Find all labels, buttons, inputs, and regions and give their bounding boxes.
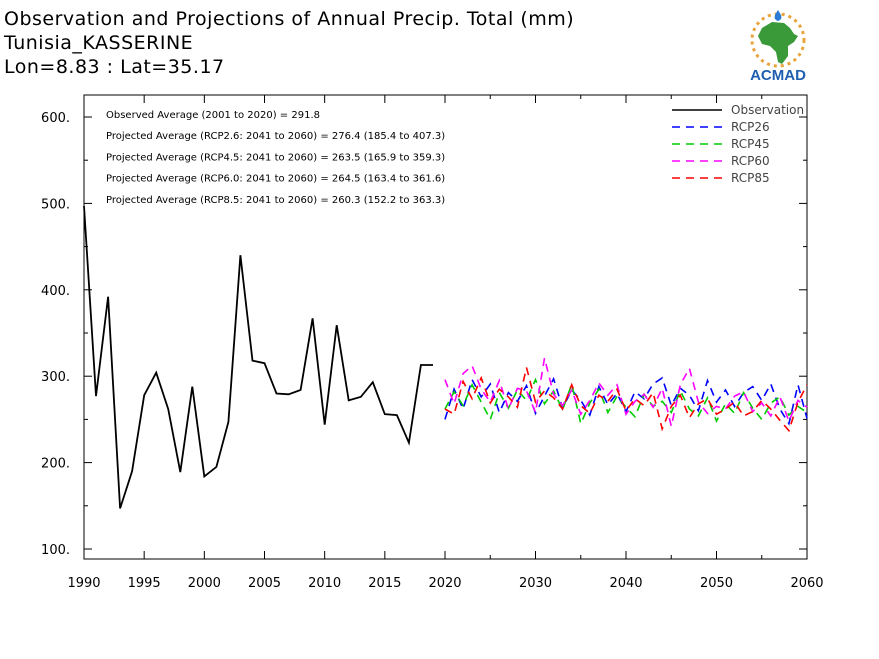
legend-label: RCP45: [731, 137, 770, 151]
series-line-observation: [83, 205, 433, 509]
logo-text: ACMAD: [750, 67, 806, 84]
legend-label: RCP85: [731, 171, 770, 185]
legend-label: RCP26: [731, 120, 770, 134]
x-tick-label: 2060: [790, 576, 823, 591]
africa-map-icon: [758, 22, 798, 64]
legend-label: Observation: [731, 103, 804, 117]
y-tick-label: 600.: [41, 111, 70, 126]
acmad-logo: ACMAD: [750, 10, 806, 84]
series-line-rcp26: [444, 376, 808, 426]
x-tick-label: 1990: [67, 576, 100, 591]
annotation-line: Projected Average (RCP6.0: 2041 to 2060)…: [106, 174, 445, 185]
y-tick-label: 200.: [41, 457, 70, 472]
annotation-line: Projected Average (RCP4.5: 2041 to 2060)…: [106, 152, 445, 163]
y-tick-label: 300.: [41, 370, 70, 385]
annotation-line: Observed Average (2001 to 2020) = 291.8: [106, 110, 320, 121]
x-tick-label: 2020: [428, 576, 461, 591]
x-tick-label: 2030: [519, 576, 552, 591]
series-line-rcp60: [444, 357, 808, 427]
x-tick-label: 2010: [308, 576, 341, 591]
chart-title: Observation and Projections of Annual Pr…: [4, 8, 575, 30]
station-name: Tunisia_KASSERINE: [4, 32, 194, 54]
x-tick-label: 2015: [368, 576, 401, 591]
water-drop-icon: [774, 10, 782, 21]
x-tick-label: 2040: [609, 576, 642, 591]
annotation-line: Projected Average (RCP2.6: 2041 to 2060)…: [106, 131, 445, 142]
annotation-line: Projected Average (RCP8.5: 2041 to 2060)…: [106, 195, 445, 206]
x-tick-label: 2050: [700, 576, 733, 591]
y-tick-label: 500.: [41, 197, 70, 212]
x-tick-label: 1995: [128, 576, 161, 591]
x-tick-label: 2005: [248, 576, 281, 591]
legend-label: RCP60: [731, 154, 770, 168]
plot-frame: [83, 94, 808, 560]
station-coordinates: Lon=8.83 : Lat=35.17: [4, 56, 225, 78]
y-tick-label: 100.: [41, 543, 70, 558]
x-tick-label: 2000: [188, 576, 221, 591]
series-line-rcp85: [444, 367, 808, 433]
y-tick-label: 400.: [41, 284, 70, 299]
